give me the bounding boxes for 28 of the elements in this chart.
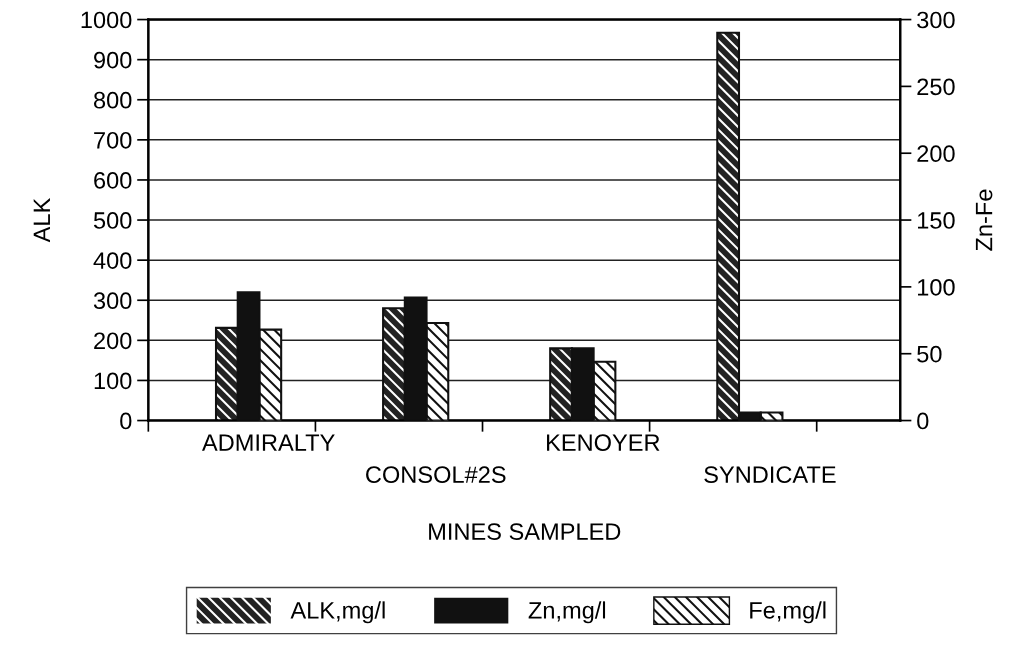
y-tick-label: 1000 (81, 11, 132, 29)
y2-tick-label: 200 (917, 145, 955, 163)
y2-tick-label: 150 (918, 212, 955, 229)
x-tick-label: ADMIRALTY (201, 434, 335, 451)
y-tick-label: 800 (94, 91, 132, 109)
y2-tick-label: 50 (917, 345, 942, 363)
x-tick-label: KENOYER (547, 434, 660, 451)
y-tick-label: 400 (93, 252, 132, 269)
x-tick-label: CONSOL#2S (366, 466, 506, 484)
y2-tick-label: 0 (917, 412, 929, 430)
y-tick-label: 300 (93, 292, 132, 310)
x-tick-label: SYNDICATE (704, 466, 836, 484)
legend-label: Zn,mg/l (528, 601, 606, 624)
y-tick-label: 600 (94, 172, 132, 189)
y2-tick-label: 100 (918, 278, 955, 296)
y2-tick-label: 250 (917, 78, 955, 96)
legend-label: Fe,mg/l (750, 601, 826, 624)
y-tick-label: 900 (94, 51, 132, 69)
y-tick-label: 500 (93, 212, 132, 229)
y-tick-label: 200 (94, 332, 132, 350)
y-tick-label: 100 (94, 372, 132, 390)
y-tick-label: 700 (94, 131, 132, 149)
y2-tick-label: 300 (917, 11, 955, 29)
x-axis-title: MINES SAMPLED (429, 523, 621, 540)
y-axis-title: ALK (33, 198, 50, 243)
y-tick-label: 0 (120, 412, 132, 430)
legend-label: ALK,mg/l (290, 601, 385, 624)
y2-axis-title: Zn-Fe (975, 189, 993, 251)
